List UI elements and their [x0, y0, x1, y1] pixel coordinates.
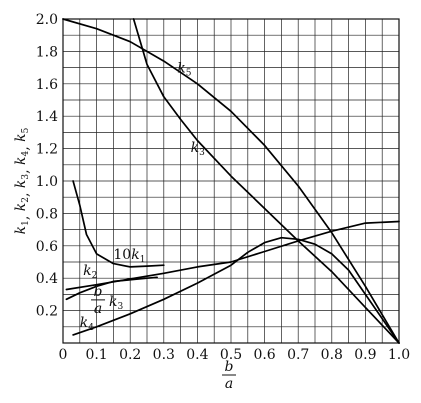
y-tick-label: 0.2 [36, 304, 58, 320]
x-tick-label: 0.8 [321, 347, 343, 363]
curve-k3 [132, 18, 400, 344]
y-tick-label: 1.0 [36, 174, 58, 190]
y-tick-label: 1.2 [36, 142, 58, 158]
series-label-text: k4 [80, 315, 94, 333]
series-label-k4: k4 [80, 315, 94, 333]
series-label-denominator: a [94, 301, 102, 317]
series-label-text: k5 [177, 60, 191, 78]
x-tick-label: 1.0 [388, 347, 410, 363]
y-tick-label: 0.6 [36, 239, 58, 255]
y-tick-label: 0.8 [36, 206, 58, 222]
series-label-10k1: 10k1 [113, 247, 145, 265]
series-label-k5: k5 [177, 60, 191, 78]
series-label-text: k3 [191, 140, 205, 158]
x-tick-label: 0.7 [287, 347, 309, 363]
x-tick-label: 0.5 [220, 347, 242, 363]
series-label-k2: k2 [83, 263, 97, 281]
x-tick-label: 0.3 [153, 347, 175, 363]
x-tick-label: 0.1 [85, 347, 107, 363]
x-axis-label-numerator: b [225, 359, 234, 375]
plot-frame [62, 18, 400, 344]
x-tick-label: 0.9 [354, 347, 376, 363]
y-tick-label: 0.4 [36, 271, 58, 287]
x-tick-label: 0.4 [186, 347, 208, 363]
y-tick-label: 2.0 [36, 12, 58, 28]
curves [62, 18, 400, 344]
y-tick-label: 1.8 [36, 44, 58, 60]
curve-10k1 [72, 180, 165, 268]
series-label-b-a-k3: ba k3 [91, 284, 124, 317]
x-tick-label: 0.2 [119, 347, 141, 363]
y-tick-label: 1.6 [36, 77, 58, 93]
grid [63, 19, 399, 343]
series-label-text: k3 [109, 294, 123, 312]
curve-k4 [72, 236, 400, 344]
x-tick-labels: 0 0.1 0.2 0.3 0.4 0.5 0.6 0.7 0.8 0.9 1.0 [59, 347, 411, 363]
x-tick-label: 0 [59, 347, 68, 363]
y-axis-label: k1, k2, k3, k4, k5 [13, 127, 32, 234]
series-label-numerator: b [94, 284, 103, 300]
x-axis-label: b a [222, 359, 236, 392]
x-axis-label-denominator: a [225, 376, 233, 392]
x-tick-label: 0.6 [253, 347, 275, 363]
y-tick-labels: 0.2 0.4 0.6 0.8 1.0 1.2 1.4 1.6 1.8 2.0 [36, 12, 58, 320]
series-label-text: k2 [83, 263, 97, 281]
series-labels: k5 k3 10k1 k2 ba k3 k4 [80, 60, 205, 332]
curve-b-a-k3 [65, 276, 158, 301]
series-label-text: 10k1 [113, 247, 145, 265]
y-tick-label: 1.4 [36, 109, 58, 125]
curve-k5 [62, 18, 400, 344]
series-label-k3: k3 [191, 140, 205, 158]
